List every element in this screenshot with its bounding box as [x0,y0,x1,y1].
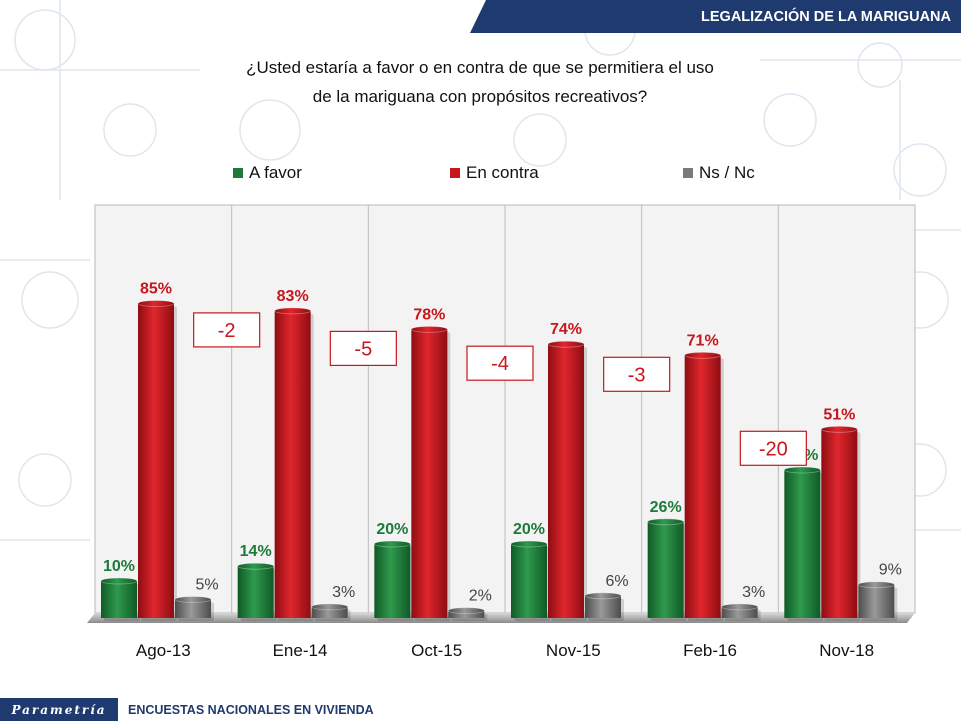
bar-cap-favor [237,562,275,570]
difference-label: -20 [759,438,788,460]
legend-swatch-nsnc [683,168,693,178]
bar-contra-nov-15 [548,344,584,618]
bar-favor-nov-15 [511,544,547,618]
legend-swatch-favor [233,168,243,178]
bar-nsnc-ago-13 [175,599,211,618]
data-label-contra: 85% [140,281,172,298]
survey-question: ¿Usted estaría a favor o en contra de qu… [150,53,810,111]
bar-cap-nsnc [447,607,485,614]
data-label-nsnc: 3% [332,584,355,601]
data-label-favor: 20% [513,521,545,538]
difference-box [466,345,534,381]
bar-nsnc-nov-15 [585,595,621,618]
bar-nsnc-nov-18 [858,584,895,618]
bar-cap-contra [684,351,722,359]
data-label-favor: 14% [240,543,272,560]
data-label-nsnc: 9% [879,562,902,579]
data-label-nsnc: 2% [469,588,492,605]
bar-nsnc-ene-14 [311,606,348,618]
bar-favor-ene-14 [237,566,274,618]
bar-cap-favor [100,577,138,585]
bar-cap-nsnc [174,596,212,603]
data-label-favor: 26% [650,499,682,516]
x-tick-label: Ago-13 [136,641,191,660]
bar-cap-contra [410,325,448,333]
legend-label-nsnc: Ns / Nc [699,163,755,182]
legend-swatch-contra [450,168,460,178]
legend-label-contra: En contra [466,163,539,182]
x-tick-label: Nov-18 [819,641,874,660]
bar-contra-nov-18 [821,429,858,618]
bar-cap-favor [783,466,821,474]
x-tick-label: Feb-16 [683,641,737,660]
bar-contra-ene-14 [274,310,311,618]
bar-cap-nsnc [584,592,622,600]
bar-cap-contra [137,300,175,307]
data-label-contra: 51% [823,406,855,423]
footer-brand-logo: Parametría [0,698,118,721]
bar-favor-oct-15 [374,544,411,618]
question-line-2: de la mariguana con propósitos recreativ… [312,87,648,106]
bar-cap-favor [510,540,548,548]
difference-label: -3 [628,364,646,386]
data-label-favor: 20% [376,521,408,538]
bar-cap-contra [820,425,858,433]
data-label-nsnc: 5% [195,577,218,594]
chart-legend: A favor En contra Ns / Nc [0,163,961,185]
difference-box [329,330,397,366]
bar-contra-ago-13 [138,303,174,618]
difference-label: -4 [491,353,509,375]
difference-box [193,312,261,348]
legend-item-contra: En contra [450,163,539,183]
legend-label-favor: A favor [249,163,302,182]
header-title: LEGALIZACIÓN DE LA MARIGUANA [701,8,951,25]
bar-cap-nsnc [311,603,349,611]
x-tick-label: Oct-15 [411,641,462,660]
bar-cap-favor [373,540,411,548]
data-label-contra: 78% [413,306,445,323]
data-label-favor: 10% [103,558,135,575]
footer-brand: Parametría [11,702,107,717]
bar-cap-favor [647,518,685,526]
bar-favor-feb-16 [647,521,684,618]
x-tick-label: Nov-15 [546,641,601,660]
data-label-contra: 83% [277,288,309,305]
header-title-bar: LEGALIZACIÓN DE LA MARIGUANA [470,0,961,33]
bar-nsnc-oct-15 [448,610,485,618]
footer-text: ENCUESTAS NACIONALES EN VIVIENDA [128,703,374,717]
difference-label: -2 [218,320,236,342]
data-label-nsnc: 3% [742,584,765,601]
legend-item-nsnc: Ns / Nc [683,163,755,183]
difference-label: -5 [354,338,372,360]
data-label-contra: 71% [687,332,719,349]
bar-contra-oct-15 [411,329,448,618]
bar-cap-contra [274,307,312,315]
bar-contra-feb-16 [684,355,721,618]
bar-favor-nov-18 [784,470,821,618]
bar-favor-ago-13 [101,581,137,618]
question-line-1: ¿Usted estaría a favor o en contra de qu… [246,58,714,77]
data-label-contra: 74% [550,321,582,338]
legend-item-favor: A favor [233,163,302,183]
difference-box [739,430,807,466]
x-tick-label: Ene-14 [273,641,328,660]
difference-box [603,356,671,392]
data-label-nsnc: 6% [605,573,628,590]
bar-cap-nsnc [857,581,895,589]
bar-cap-contra [547,340,585,348]
bar-cap-nsnc [721,603,759,611]
bar-nsnc-feb-16 [721,606,758,618]
